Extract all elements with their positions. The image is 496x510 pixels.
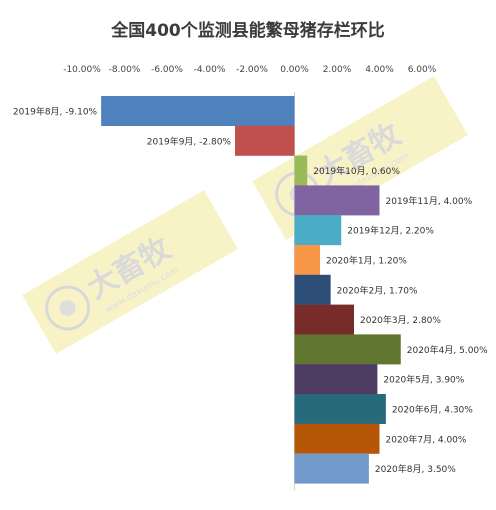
data-label: 2020年1月, 1.20%	[326, 255, 407, 267]
bar	[294, 274, 331, 305]
data-label: 2020年7月, 4.00%	[386, 433, 467, 445]
bar	[235, 125, 295, 156]
bar	[294, 304, 354, 335]
data-label: 2019年8月, -9.10%	[13, 106, 98, 118]
bar	[101, 96, 295, 126]
bars	[101, 96, 401, 484]
x-tick-label: 0.00%	[280, 65, 309, 75]
x-tick-label: 2.00%	[323, 65, 352, 75]
x-tick-label: -4.00%	[194, 65, 226, 75]
bar	[294, 155, 308, 186]
bar	[294, 423, 380, 454]
watermark-logo-dot	[59, 300, 76, 316]
data-label: 2020年2月, 1.70%	[337, 284, 418, 296]
x-tick-label: -10.00%	[63, 65, 101, 75]
data-label: 2020年4月, 5.00%	[407, 344, 488, 356]
data-label: 2019年10月, 0.60%	[313, 165, 400, 177]
bar	[294, 453, 369, 484]
data-label: 2020年5月, 3.90%	[383, 374, 464, 386]
data-label: 2019年11月, 4.00%	[386, 195, 473, 207]
data-label: 2019年9月, -2.80%	[147, 135, 232, 147]
bar	[294, 245, 320, 275]
chart-title: 全国400个监测县能繁母猪存栏环比	[111, 21, 385, 41]
watermark-band	[22, 190, 238, 354]
bar	[294, 185, 380, 216]
x-tick-label: 4.00%	[365, 65, 394, 75]
bar	[294, 215, 342, 246]
x-tick-label: 6.00%	[408, 65, 437, 75]
data-label: 2020年6月, 4.30%	[392, 404, 473, 416]
x-tick-label: -8.00%	[109, 65, 141, 75]
data-label: 2020年8月, 3.50%	[375, 463, 456, 475]
data-label: 2019年12月, 2.20%	[347, 225, 434, 237]
x-tick-label: -6.00%	[151, 65, 183, 75]
x-tick-label: -2.00%	[236, 65, 268, 75]
bar	[294, 334, 401, 365]
data-labels: 2019年8月, -9.10% 2019年9月, -2.80% 2019年10月, …	[13, 106, 488, 476]
bar	[294, 394, 386, 424]
bar	[294, 364, 378, 395]
watermark-logo-icon	[45, 285, 91, 331]
data-label: 2020年3月, 2.80%	[360, 314, 441, 326]
